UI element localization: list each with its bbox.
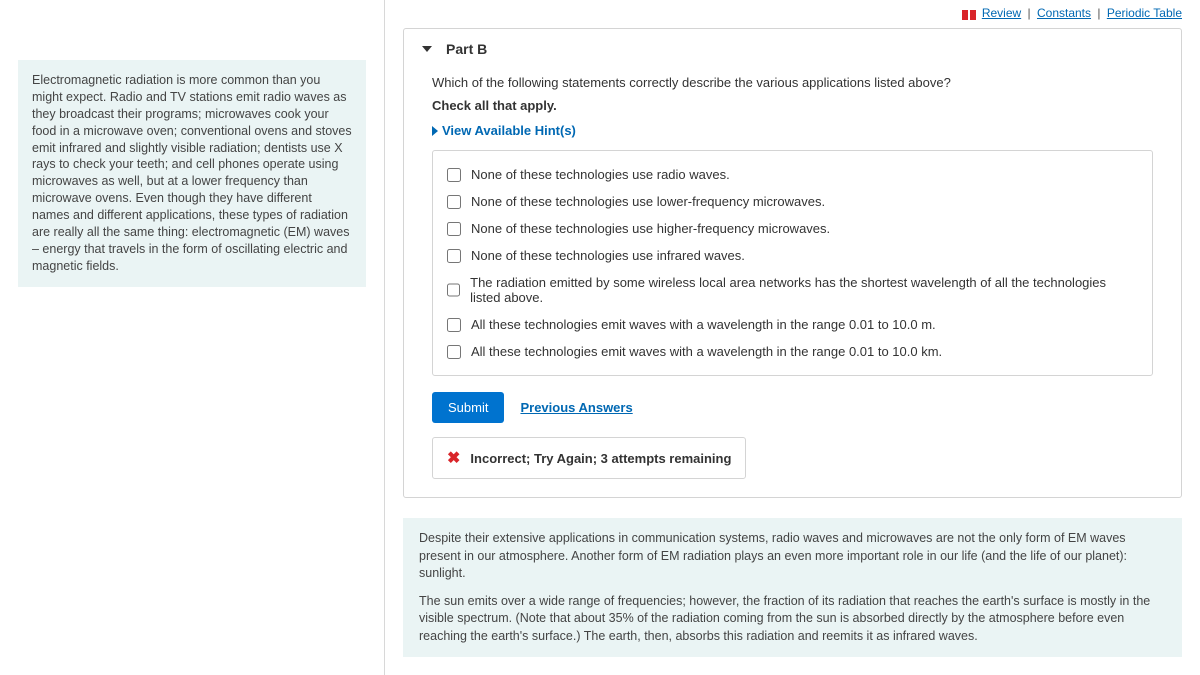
feedback-text: Incorrect; Try Again; 3 attempts remaini… (470, 451, 731, 466)
choice-row[interactable]: None of these technologies use radio wav… (447, 161, 1138, 188)
info-paragraph: Despite their extensive applications in … (419, 530, 1166, 583)
choice-label: None of these technologies use radio wav… (471, 167, 730, 182)
submit-button[interactable]: Submit (432, 392, 504, 423)
choice-checkbox[interactable] (447, 222, 461, 236)
info-paragraph: The sun emits over a wide range of frequ… (419, 593, 1166, 646)
link-separator: | (1028, 6, 1031, 20)
choice-checkbox[interactable] (447, 249, 461, 263)
choice-label: None of these technologies use lower-fre… (471, 194, 825, 209)
book-icon (962, 9, 976, 19)
left-column: Electromagnetic radiation is more common… (0, 0, 385, 675)
context-info-box: Electromagnetic radiation is more common… (18, 60, 366, 287)
choice-row[interactable]: None of these technologies use infrared … (447, 242, 1138, 269)
periodic-table-link[interactable]: Periodic Table (1107, 6, 1182, 20)
hints-label: View Available Hint(s) (442, 123, 576, 138)
choice-row[interactable]: All these technologies emit waves with a… (447, 338, 1138, 365)
link-separator: | (1097, 6, 1100, 20)
choice-checkbox[interactable] (447, 168, 461, 182)
choice-row[interactable]: All these technologies emit waves with a… (447, 311, 1138, 338)
incorrect-icon: ✖ (447, 448, 460, 468)
choice-label: The radiation emitted by some wireless l… (470, 275, 1138, 305)
view-hints-link[interactable]: View Available Hint(s) (432, 123, 1153, 138)
collapse-icon (422, 46, 432, 52)
part-label: Part B (446, 41, 487, 57)
choice-checkbox[interactable] (447, 195, 461, 209)
expand-icon (432, 126, 438, 136)
bottom-info-box: Despite their extensive applications in … (403, 518, 1182, 657)
part-panel: Part B Which of the following statements… (403, 28, 1182, 498)
choice-label: All these technologies emit waves with a… (471, 317, 936, 332)
choice-row[interactable]: None of these technologies use higher-fr… (447, 215, 1138, 242)
part-body: Which of the following statements correc… (404, 69, 1181, 497)
choices-box: None of these technologies use radio wav… (432, 150, 1153, 376)
choice-label: All these technologies emit waves with a… (471, 344, 942, 359)
choice-row[interactable]: The radiation emitted by some wireless l… (447, 269, 1138, 311)
choice-checkbox[interactable] (447, 283, 460, 297)
feedback-box: ✖ Incorrect; Try Again; 3 attempts remai… (432, 437, 746, 479)
action-row: Submit Previous Answers (432, 392, 1153, 423)
constants-link[interactable]: Constants (1037, 6, 1091, 20)
review-link[interactable]: Review (982, 6, 1021, 20)
choice-label: None of these technologies use higher-fr… (471, 221, 830, 236)
top-links-bar: Review | Constants | Periodic Table (403, 0, 1182, 22)
choice-checkbox[interactable] (447, 345, 461, 359)
part-header[interactable]: Part B (404, 29, 1181, 69)
check-all-instruction: Check all that apply. (432, 98, 1153, 113)
choice-checkbox[interactable] (447, 318, 461, 332)
right-column: Review | Constants | Periodic Table Part… (385, 0, 1200, 675)
choice-label: None of these technologies use infrared … (471, 248, 745, 263)
previous-answers-link[interactable]: Previous Answers (520, 400, 632, 415)
question-text: Which of the following statements correc… (432, 75, 1153, 90)
choice-row[interactable]: None of these technologies use lower-fre… (447, 188, 1138, 215)
